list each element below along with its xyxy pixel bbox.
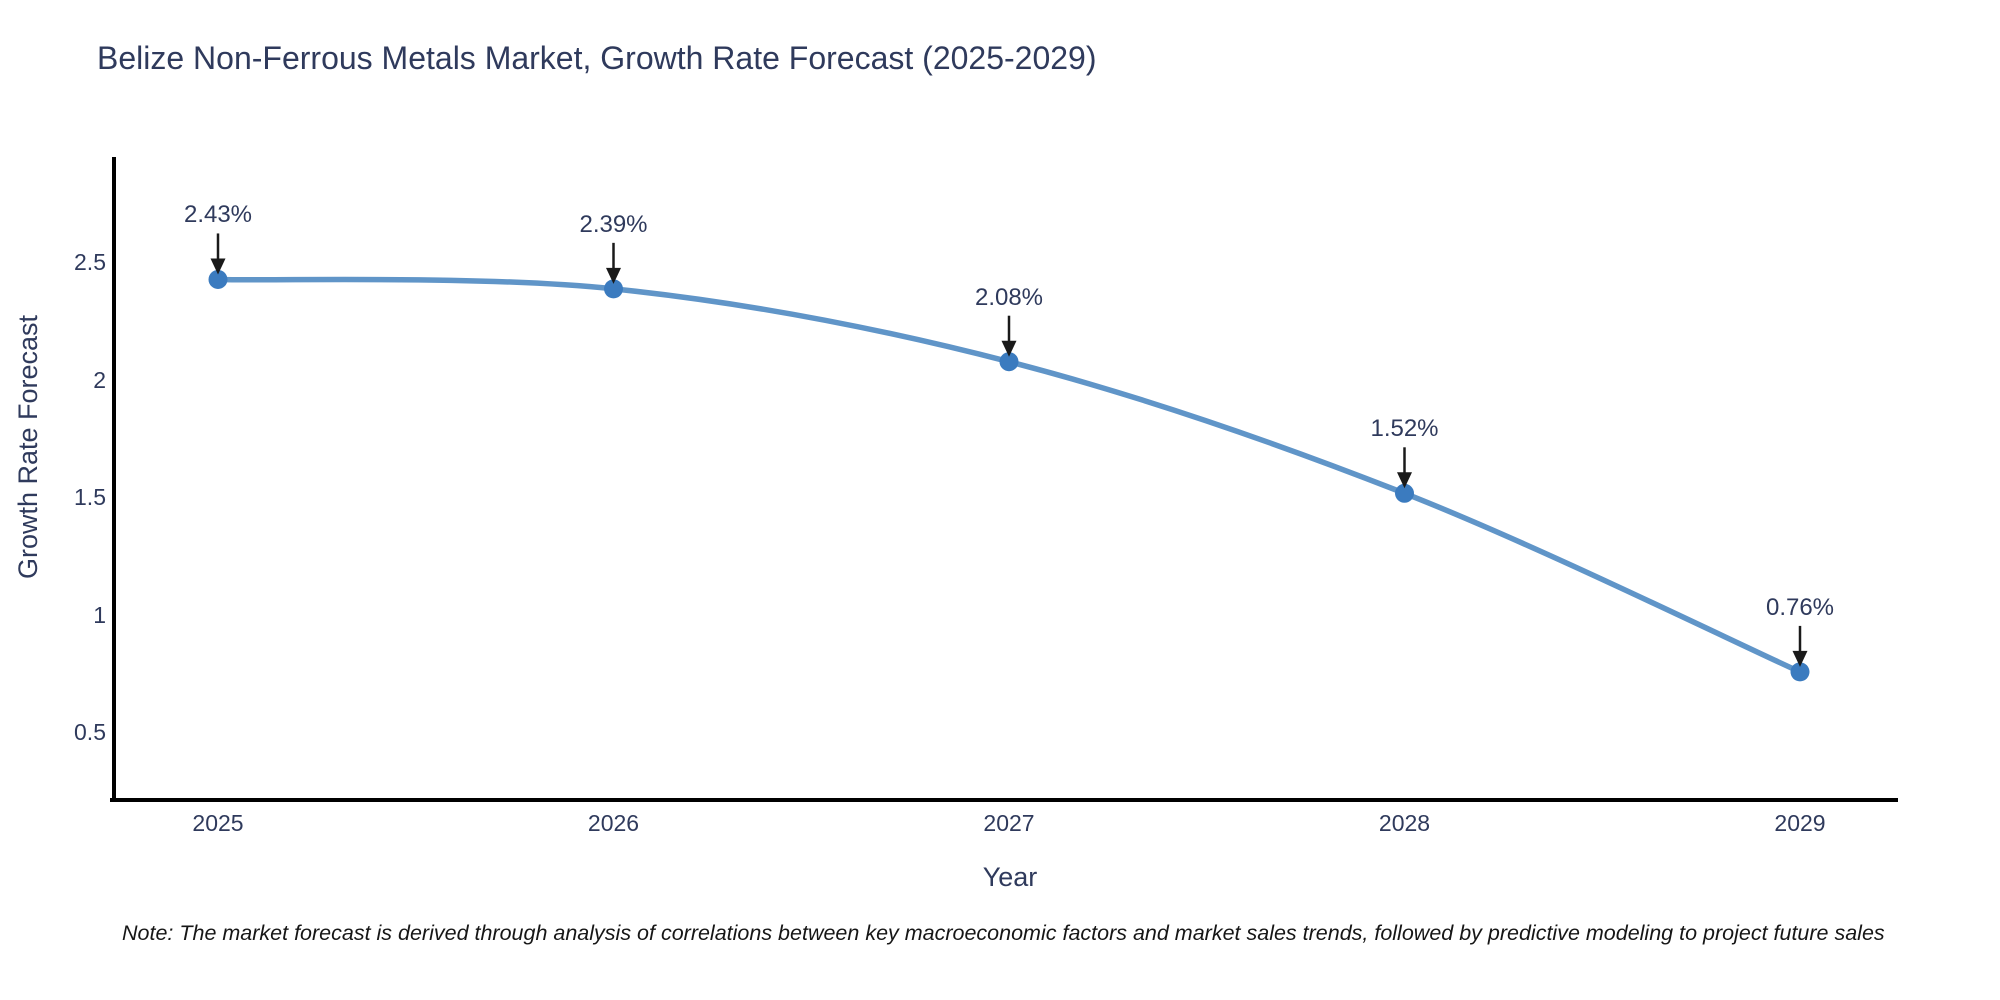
x-tick-label: 2028 [1378, 810, 1431, 836]
y-tick-label: 2 [93, 366, 106, 393]
point-value-label: 1.52% [1370, 415, 1439, 443]
annotation-arrow-head [1792, 650, 1808, 667]
point-value-label: 0.76% [1765, 593, 1835, 621]
footnote: Note: The market forecast is derived thr… [122, 921, 1885, 945]
data-point-marker [208, 269, 228, 289]
annotation-arrow-head [1397, 472, 1412, 489]
x-tick-label: 2029 [1774, 810, 1826, 836]
y-tick-label: 1 [93, 601, 106, 628]
data-point-marker [999, 352, 1019, 372]
point-value-label: 2.08% [974, 283, 1044, 311]
chart-title: Belize Non-Ferrous Metals Market, Growth… [97, 40, 1097, 76]
x-axis-title: Year [982, 862, 1038, 892]
y-tick-label: 0.5 [74, 719, 106, 745]
y-tick-label: 1.5 [74, 484, 106, 510]
x-tick-label: 2025 [192, 810, 244, 836]
x-tick-label: 2027 [983, 810, 1035, 836]
annotation-arrow-head [1001, 340, 1017, 357]
y-tick-label: 2.5 [74, 249, 106, 275]
annotation-arrow-head [606, 267, 621, 284]
data-point-marker [604, 279, 623, 299]
x-tick-label: 2026 [587, 810, 640, 836]
annotation-arrow-head [210, 258, 226, 275]
point-value-label: 2.43% [183, 201, 253, 229]
data-point-marker [1395, 483, 1414, 503]
point-value-label: 2.39% [579, 210, 648, 238]
data-point-marker [1790, 662, 1810, 682]
